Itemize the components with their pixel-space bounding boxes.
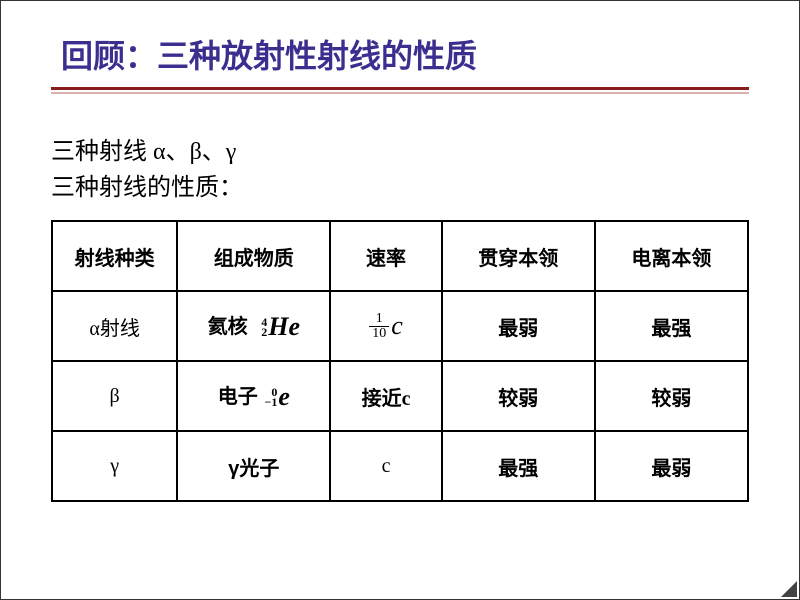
table-header-row: 射线种类 组成物质 速率 贯穿本领 电离本领 xyxy=(52,221,748,291)
page-corner-fold-icon xyxy=(781,581,797,597)
fraction: 1 10 xyxy=(369,312,389,341)
cell-composition: γ光子 xyxy=(177,431,330,501)
cell-speed: 1 10 c xyxy=(330,291,441,361)
cell-type: γ xyxy=(52,431,177,501)
properties-table: 射线种类 组成物质 速率 贯穿本领 电离本领 α射线 氦核 4 2 He xyxy=(51,220,749,502)
fraction-num: 1 xyxy=(369,312,389,327)
speed-prefix: 接近 xyxy=(362,388,402,410)
cell-speed: 接近c xyxy=(330,361,441,431)
title-rule-dark xyxy=(51,87,749,90)
cell-type: α射线 xyxy=(52,291,177,361)
col-penetration: 贯穿本领 xyxy=(442,221,595,291)
table-row: γ γ光子 c 最强 最弱 xyxy=(52,431,748,501)
nuclide-he: 4 2 He xyxy=(253,312,300,342)
composition-prefix: 电子 xyxy=(218,386,258,408)
intro-text: 三种射线 α、β、γ 三种射线的性质： xyxy=(51,134,749,206)
col-composition: 组成物质 xyxy=(177,221,330,291)
col-ionization: 电离本领 xyxy=(595,221,748,291)
cell-penetration: 最弱 xyxy=(442,291,595,361)
page-title: 回顾：三种放射性射线的性质 xyxy=(61,31,749,77)
atomic-number: −1 xyxy=(263,397,277,408)
cell-composition: 氦核 4 2 He xyxy=(177,291,330,361)
cell-penetration: 较弱 xyxy=(442,361,595,431)
cell-ionization: 较弱 xyxy=(595,361,748,431)
composition-prefix: 氦核 xyxy=(208,316,248,338)
speed-c: c xyxy=(391,311,403,340)
fraction-den: 10 xyxy=(369,327,389,341)
intro-line-1: 三种射线 α、β、γ xyxy=(51,134,749,170)
cell-ionization: 最强 xyxy=(595,291,748,361)
nuclide-symbol: e xyxy=(278,382,290,411)
speed-c: c xyxy=(402,388,411,410)
cell-speed: c xyxy=(330,431,441,501)
cell-composition: 电子 0 −1 e xyxy=(177,361,330,431)
col-speed: 速率 xyxy=(330,221,441,291)
table-row: α射线 氦核 4 2 He 1 10 c 最弱 xyxy=(52,291,748,361)
cell-type: β xyxy=(52,361,177,431)
intro-line-2: 三种射线的性质： xyxy=(51,170,749,206)
nuclide-e: 0 −1 e xyxy=(263,382,290,412)
col-type: 射线种类 xyxy=(52,221,177,291)
nuclide-symbol: He xyxy=(268,312,300,341)
cell-penetration: 最强 xyxy=(442,431,595,501)
cell-ionization: 最弱 xyxy=(595,431,748,501)
atomic-number: 2 xyxy=(253,327,267,338)
title-rule-light xyxy=(51,92,749,94)
table-row: β 电子 0 −1 e 接近c 较弱 较弱 xyxy=(52,361,748,431)
